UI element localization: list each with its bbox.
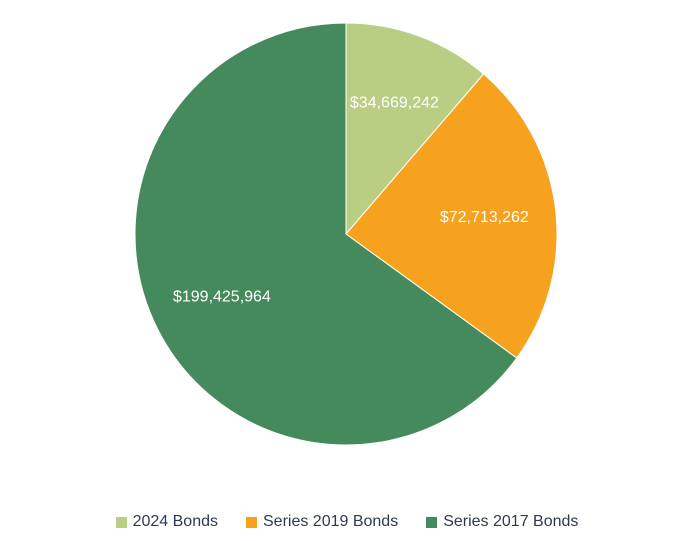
legend-item-2024-bonds: 2024 Bonds xyxy=(115,513,218,531)
data-label-series-2019-bonds: $72,713,262 xyxy=(440,209,529,226)
legend-swatch-series-2019-bonds xyxy=(246,516,257,528)
legend-label-series-2017-bonds: Series 2017 Bonds xyxy=(443,513,579,530)
legend-label-series-2019-bonds: Series 2019 Bonds xyxy=(263,513,399,530)
legend-swatch-2024-bonds xyxy=(115,516,127,528)
legend: 2024 Bonds Series 2019 Bonds Series 2017… xyxy=(0,513,694,531)
legend-item-series-2017-bonds: Series 2017 Bonds xyxy=(426,513,578,531)
data-label-2024-bonds: $34,669,242 xyxy=(350,95,439,112)
legend-label-2024-bonds: 2024 Bonds xyxy=(132,513,218,530)
pie-slices xyxy=(134,22,558,446)
pie-slice-series-2017-bonds xyxy=(134,22,518,446)
pie-slice-series-2019-bonds xyxy=(345,73,558,359)
pie-slice-2024-bonds xyxy=(345,22,485,236)
data-label-series-2017-bonds: $199,425,964 xyxy=(173,288,271,305)
legend-swatch-series-2017-bonds xyxy=(426,516,438,528)
legend-item-series-2019-bonds: Series 2019 Bonds xyxy=(246,513,398,531)
data-labels: $34,669,242 $72,713,262 $199,425,964 xyxy=(173,95,529,306)
